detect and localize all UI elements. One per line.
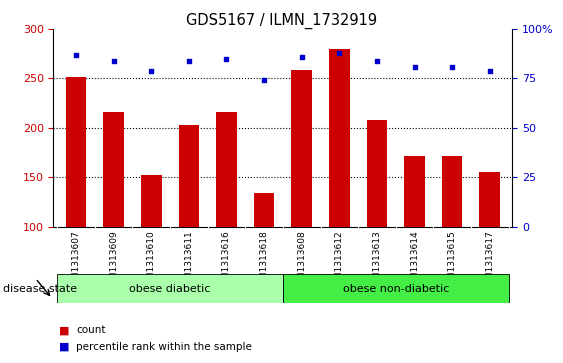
Point xyxy=(147,68,156,73)
Bar xyxy=(178,125,199,227)
Point xyxy=(410,64,419,70)
Point xyxy=(373,58,382,64)
Text: disease state: disease state xyxy=(3,284,77,294)
Text: GSM1313612: GSM1313612 xyxy=(335,231,344,291)
Bar xyxy=(480,172,500,227)
Point xyxy=(72,52,81,58)
Bar xyxy=(141,175,162,227)
Point xyxy=(260,78,269,83)
Point xyxy=(335,50,344,56)
Bar xyxy=(57,274,283,303)
Bar xyxy=(442,156,462,227)
Point xyxy=(222,56,231,62)
Text: GSM1313609: GSM1313609 xyxy=(109,231,118,291)
Text: GSM1313614: GSM1313614 xyxy=(410,231,419,291)
Bar xyxy=(216,112,237,227)
Bar xyxy=(329,49,350,227)
Text: count: count xyxy=(76,325,105,335)
Bar xyxy=(367,120,387,227)
Point xyxy=(109,58,118,64)
Bar xyxy=(66,77,86,227)
Text: obese non-diabetic: obese non-diabetic xyxy=(342,284,449,294)
Text: GSM1313610: GSM1313610 xyxy=(147,231,156,291)
Text: percentile rank within the sample: percentile rank within the sample xyxy=(76,342,252,352)
Point xyxy=(184,58,193,64)
Text: obese diabetic: obese diabetic xyxy=(129,284,211,294)
Text: GSM1313607: GSM1313607 xyxy=(72,231,81,291)
Bar xyxy=(104,112,124,227)
Point xyxy=(297,54,306,60)
Text: GSM1313617: GSM1313617 xyxy=(485,231,494,291)
Bar xyxy=(283,274,508,303)
Text: ■: ■ xyxy=(59,325,70,335)
Text: GSM1313615: GSM1313615 xyxy=(448,231,457,291)
Text: GSM1313611: GSM1313611 xyxy=(184,231,193,291)
Point xyxy=(448,64,457,70)
Bar xyxy=(254,193,274,227)
Text: GSM1313608: GSM1313608 xyxy=(297,231,306,291)
Text: ■: ■ xyxy=(59,342,70,352)
Text: GSM1313618: GSM1313618 xyxy=(260,231,269,291)
Point xyxy=(485,68,494,73)
Text: GDS5167 / ILMN_1732919: GDS5167 / ILMN_1732919 xyxy=(186,13,377,29)
Text: GSM1313613: GSM1313613 xyxy=(373,231,382,291)
Bar xyxy=(292,70,312,227)
Bar xyxy=(404,156,425,227)
Text: GSM1313616: GSM1313616 xyxy=(222,231,231,291)
